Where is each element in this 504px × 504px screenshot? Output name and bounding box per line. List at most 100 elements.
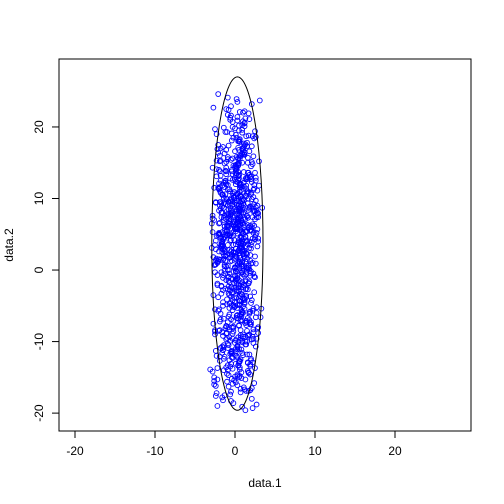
data-point: [242, 376, 249, 383]
data-point: [220, 344, 227, 351]
data-point: [220, 342, 227, 349]
data-point: [240, 235, 247, 242]
data-point: [228, 360, 234, 367]
data-point: [232, 131, 239, 138]
data-point: [214, 403, 221, 409]
data-point: [224, 296, 230, 303]
data-point: [236, 366, 243, 373]
data-point: [217, 310, 224, 317]
data-point: [236, 109, 243, 115]
data-point: [253, 401, 260, 408]
data-point: [220, 272, 226, 278]
data-point: [239, 267, 246, 274]
x-axis-label: data.1: [248, 476, 282, 490]
data-point: [248, 297, 255, 303]
data-point: [224, 154, 231, 160]
data-point: [224, 129, 230, 135]
data-point: [232, 181, 239, 188]
data-point: [236, 337, 243, 344]
data-point: [253, 229, 260, 236]
data-point: [238, 313, 245, 320]
data-point: [236, 122, 242, 129]
data-point: [237, 193, 244, 200]
data-point: [246, 245, 253, 251]
y-tick-label: -20: [32, 404, 46, 422]
data-point: [238, 298, 245, 305]
data-point: [209, 368, 216, 375]
data-point: [236, 258, 243, 265]
data-point: [228, 137, 235, 144]
data-point: [237, 282, 244, 289]
data-point: [248, 385, 255, 391]
data-point: [240, 248, 247, 255]
data-point: [225, 277, 232, 284]
data-point: [226, 300, 233, 307]
data-point: [214, 257, 221, 264]
data-point: [214, 376, 221, 383]
data-point: [228, 168, 235, 175]
data-point: [246, 205, 253, 212]
data-point: [240, 220, 246, 227]
data-point: [211, 381, 218, 388]
data-point: [239, 150, 246, 157]
data-point: [214, 282, 221, 288]
data-point: [217, 145, 224, 152]
data-point: [248, 176, 254, 183]
data-point: [256, 97, 263, 104]
data-point: [255, 214, 262, 220]
y-tick-label: 20: [32, 120, 46, 134]
data-point: [229, 335, 236, 342]
data-point: [216, 199, 223, 205]
data-point: [216, 167, 222, 173]
data-point: [252, 134, 259, 140]
data-point: [241, 299, 248, 306]
data-point: [220, 192, 226, 198]
data-point: [234, 117, 241, 124]
data-point: [248, 242, 254, 248]
data-point: [218, 282, 225, 289]
data-point: [246, 320, 253, 326]
data-point: [237, 389, 244, 396]
data-point: [239, 279, 246, 286]
data-point: [210, 320, 217, 327]
x-tick-label: 0: [232, 444, 239, 458]
data-point: [252, 197, 259, 204]
data-point: [222, 325, 229, 331]
data-point: [224, 111, 231, 118]
confidence-ellipse: [211, 76, 264, 411]
data-point: [231, 201, 238, 208]
data-point: [218, 214, 225, 220]
data-point: [229, 365, 236, 372]
data-point: [215, 91, 222, 97]
data-point: [254, 226, 261, 233]
data-point: [224, 345, 231, 351]
data-point: [228, 103, 234, 110]
data-point: [255, 238, 262, 245]
data-point: [220, 214, 227, 221]
data-point: [220, 194, 227, 201]
data-point: [228, 348, 235, 355]
y-tick-label: 10: [32, 192, 46, 206]
data-point: [234, 371, 241, 378]
data-point: [250, 340, 257, 346]
data-point: [245, 280, 252, 286]
data-point: [241, 142, 248, 149]
data-point: [244, 368, 251, 374]
data-point: [229, 212, 236, 219]
data-point: [236, 358, 242, 365]
data-point: [250, 153, 257, 160]
data-point: [226, 186, 233, 193]
data-point: [242, 338, 249, 345]
data-point: [248, 173, 254, 180]
data-point: [223, 159, 230, 165]
data-point: [247, 227, 254, 234]
data-point: [248, 143, 255, 150]
data-point: [228, 388, 234, 395]
data-point: [246, 309, 253, 316]
data-point: [212, 237, 219, 244]
data-point: [226, 232, 233, 239]
data-point: [234, 346, 241, 353]
data-point: [222, 177, 229, 184]
data-point: [238, 244, 245, 251]
